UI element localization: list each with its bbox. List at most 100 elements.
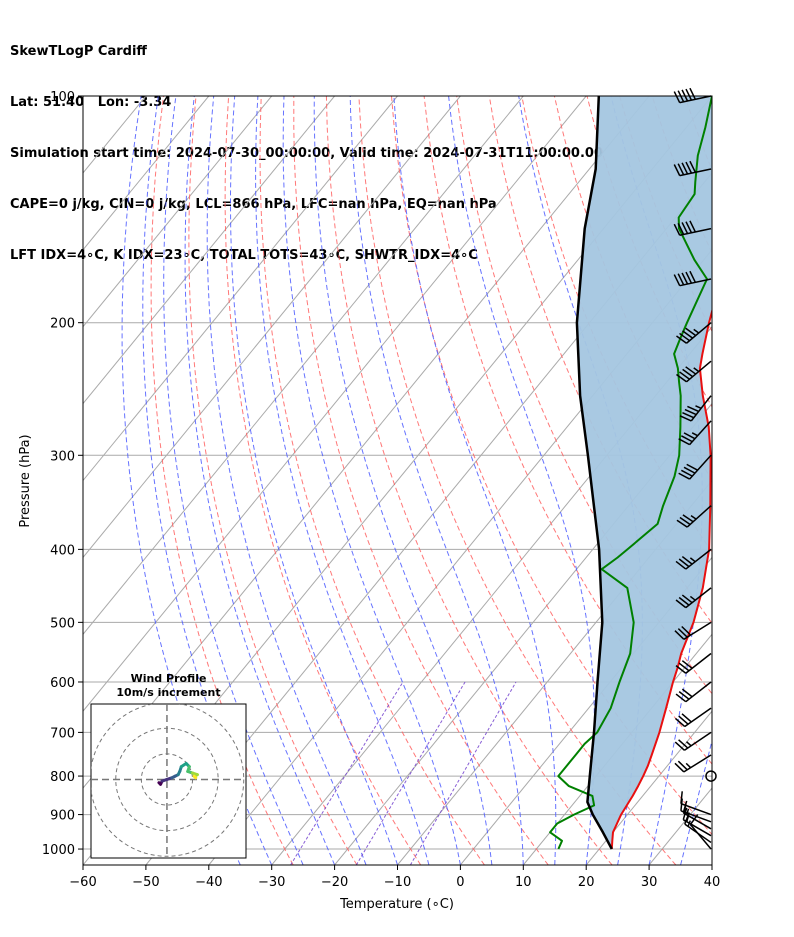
y-tick-label: 1000 (42, 843, 75, 858)
x-tick-label: 40 (704, 875, 721, 890)
y-tick-label: 800 (50, 770, 75, 785)
dry-adiabat (750, 96, 794, 865)
barb-flag (681, 162, 689, 175)
barb-staff (680, 802, 712, 816)
barb-flag (682, 514, 694, 523)
wind-barb (675, 652, 712, 674)
barb-flag (689, 87, 697, 100)
barb-half-flag (686, 741, 692, 747)
moist-adiabat (282, 96, 461, 865)
hodograph-ring (91, 704, 245, 857)
moist-adiabat (255, 96, 430, 865)
barb-flag (681, 555, 693, 565)
isotherm-line (83, 96, 524, 636)
barb-staff (686, 505, 712, 528)
cin-shading (576, 96, 712, 849)
barb-staff (683, 621, 712, 640)
x-tick-label: −60 (69, 875, 96, 890)
barb-staff (684, 731, 712, 751)
barb-flag (674, 741, 685, 751)
cape-line: CAPE=0 j/kg, CIN=0 j/kg, LCL=866 hPa, LF… (10, 197, 497, 212)
wind-barb (675, 681, 712, 703)
barb-flag (680, 791, 683, 804)
wind-barb (676, 505, 712, 528)
x-tick-label: 0 (456, 875, 464, 890)
barb-staff (685, 681, 712, 703)
barb-flag (689, 160, 697, 173)
x-tick-label: −30 (258, 875, 285, 890)
barb-staff (689, 824, 712, 850)
barb-flag (683, 466, 696, 474)
moist-adiabat (142, 96, 273, 865)
barb-half-flag (693, 367, 700, 373)
wind-barb (673, 220, 712, 236)
y-tick-label: 200 (50, 317, 75, 332)
isotherm-line (83, 96, 587, 712)
wind-barb (674, 621, 712, 640)
barb-flag (678, 715, 689, 725)
hodograph-frame (90, 703, 247, 859)
barb-flag (678, 472, 690, 480)
hodograph-segment (192, 774, 198, 780)
barb-flag (686, 463, 698, 471)
barb-flag (674, 717, 686, 728)
barb-flag (675, 599, 687, 609)
barb-flag (679, 516, 691, 526)
isotherm-line (83, 96, 335, 405)
isotherm-line (271, 325, 712, 865)
moist-adiabat (610, 96, 703, 865)
barb-flag (679, 371, 690, 380)
mixing-ratio-line (355, 681, 466, 865)
calm-wind-circle (705, 770, 717, 782)
barb-flag (685, 161, 693, 174)
barb-flag (678, 596, 690, 606)
wind-barb (680, 798, 712, 823)
barb-flag (678, 691, 690, 700)
isotherm-line (83, 96, 461, 559)
barb-flag (689, 270, 697, 283)
y-tick-label: 900 (50, 809, 75, 824)
barb-flag (687, 405, 699, 413)
dry-adiabat (224, 96, 422, 865)
isotherm-line (83, 96, 210, 251)
barb-staff (682, 819, 712, 837)
barb-flag (675, 693, 687, 703)
moist-adiabat (349, 96, 524, 865)
moist-adiabat (393, 96, 557, 865)
moist-adiabat (206, 96, 367, 865)
barb-flag (685, 327, 697, 337)
x-tick-label: 30 (641, 875, 658, 890)
barb-flag (683, 432, 696, 440)
moist-adiabat (163, 96, 304, 865)
isotherm-line (460, 556, 712, 865)
barb-half-flag (691, 432, 698, 437)
barb-half-flag (695, 405, 702, 409)
wind-barb (674, 731, 712, 751)
y-axis-label: Pressure (hPa) (18, 434, 33, 527)
barb-flag (676, 373, 687, 383)
barb-staff (683, 754, 712, 773)
barb-flag (676, 519, 688, 528)
dry-adiabat (325, 96, 613, 865)
wind-barb (680, 791, 712, 816)
barb-staff (685, 548, 712, 570)
dry-adiabat (259, 96, 485, 865)
barb-flag (680, 469, 693, 477)
barb-half-flag (689, 595, 696, 601)
barb-flag (682, 412, 695, 419)
dry-adiabat (358, 96, 677, 865)
isotherm-line (585, 710, 712, 865)
barb-flag (678, 438, 690, 446)
y-tick-label: 300 (50, 449, 75, 464)
barb-flag (678, 662, 690, 672)
barb-flag (682, 330, 694, 339)
barb-flag (680, 435, 693, 443)
barb-flag (675, 665, 687, 674)
indices-line: LFT IDX=4∘C, K IDX=23∘C, TOTAL TOTS=43∘C… (10, 248, 478, 263)
barb-flag (681, 660, 693, 669)
barb-half-flag (683, 805, 687, 813)
wind-barb (689, 814, 712, 850)
barb-flag (673, 223, 681, 236)
